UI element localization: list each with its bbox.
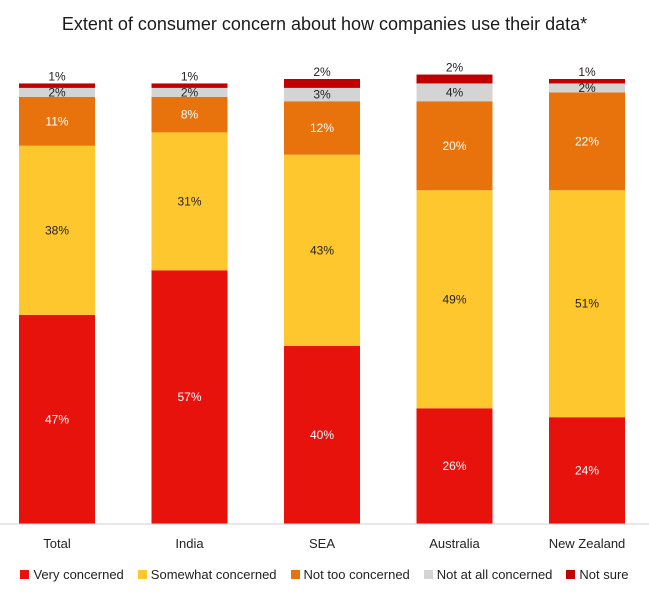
data-label-australia-not-sure: 2%	[446, 61, 464, 75]
legend-swatch-very-concerned	[20, 570, 30, 579]
bars-group	[19, 74, 625, 524]
data-label-total-not-sure: 1%	[48, 69, 66, 83]
legend-swatch-not-sure	[566, 570, 576, 579]
data-label-australia-not-at-all-concerned: 4%	[446, 85, 464, 99]
data-label-australia-not-too-concerned: 20%	[442, 139, 466, 153]
bar-segment-australia-very-concerned	[416, 408, 493, 524]
data-label-sea-not-at-all-concerned: 3%	[313, 88, 331, 102]
data-label-new-zealand-not-too-concerned: 22%	[575, 134, 599, 148]
bar-segment-india-not-sure	[151, 83, 228, 88]
legend-item-not-sure: Not sure	[566, 567, 629, 582]
bar-segment-new-zealand-not-too-concerned	[549, 92, 625, 191]
data-label-india-very-concerned: 57%	[177, 390, 201, 404]
bar-segment-australia-not-too-concerned	[416, 101, 493, 191]
legend-label-very-concerned: Very concerned	[33, 567, 124, 582]
legend-label-not-too-concerned: Not too concerned	[303, 567, 410, 582]
data-label-australia-very-concerned: 26%	[442, 459, 466, 473]
legend-label-not-at-all-concerned: Not at all concerned	[436, 567, 553, 582]
legend-item-not-too-concerned: Not too concerned	[290, 567, 410, 582]
data-label-india-not-too-concerned: 8%	[181, 108, 199, 122]
bar-segment-new-zealand-somewhat-concerned	[549, 190, 625, 418]
data-label-total-not-at-all-concerned: 2%	[48, 85, 66, 99]
legend-item-somewhat-concerned: Somewhat concerned	[137, 567, 277, 582]
legend-label-not-sure: Not sure	[579, 567, 629, 582]
data-label-total-not-too-concerned: 11%	[45, 114, 68, 128]
data-label-new-zealand-very-concerned: 24%	[575, 464, 599, 478]
data-label-sea-somewhat-concerned: 43%	[310, 243, 334, 257]
bar-segment-sea-not-at-all-concerned	[284, 87, 360, 102]
data-label-india-not-at-all-concerned: 2%	[181, 85, 199, 99]
bar-segment-new-zealand-very-concerned	[549, 417, 625, 524]
bar-segment-sea-somewhat-concerned	[284, 154, 360, 346]
legend-swatch-somewhat-concerned	[137, 570, 147, 579]
data-label-new-zealand-not-sure: 1%	[578, 65, 596, 79]
data-label-australia-somewhat-concerned: 49%	[442, 292, 466, 306]
category-label-total: Total	[43, 536, 71, 551]
data-labels-group: 47% 38% 11% 2% 1% 57% 31% 8% 2% 1% 40% 43% 12% 3% 2% 26…	[45, 61, 599, 478]
bar-segment-total-not-sure	[19, 83, 95, 88]
data-label-total-very-concerned: 47%	[45, 412, 69, 426]
data-label-sea-very-concerned: 40%	[310, 428, 334, 442]
legend-swatch-not-at-all-concerned	[423, 570, 433, 579]
bar-segment-total-very-concerned	[19, 314, 95, 524]
bar-segment-total-somewhat-concerned	[19, 145, 95, 315]
data-label-sea-not-too-concerned: 12%	[310, 121, 334, 135]
bar-segment-india-not-at-all-concerned	[151, 87, 228, 97]
bar-segment-total-not-at-all-concerned	[19, 87, 95, 97]
bar-segment-sea-not-too-concerned	[284, 101, 360, 155]
data-label-total-somewhat-concerned: 38%	[45, 223, 69, 237]
bar-segment-india-very-concerned	[151, 270, 228, 524]
data-label-new-zealand-somewhat-concerned: 51%	[575, 297, 599, 311]
category-label-sea: SEA	[309, 536, 335, 551]
legend-item-very-concerned: Very concerned	[20, 567, 124, 582]
bar-segment-australia-somewhat-concerned	[416, 190, 493, 409]
data-label-sea-not-sure: 2%	[313, 65, 331, 79]
bar-segment-australia-not-sure	[416, 74, 493, 84]
category-label-india: India	[175, 536, 204, 551]
legend-item-not-at-all-concerned: Not at all concerned	[423, 567, 553, 582]
bar-segment-australia-not-at-all-concerned	[416, 83, 493, 102]
category-labels-group: Total India SEA Australia New Zealand	[43, 536, 625, 551]
legend: Very concerned Somewhat concerned Not too …	[0, 567, 649, 582]
legend-label-somewhat-concerned: Somewhat concerned	[150, 567, 277, 582]
data-label-new-zealand-not-at-all-concerned: 2%	[578, 81, 596, 95]
category-label-australia: Australia	[429, 536, 480, 551]
data-label-india-somewhat-concerned: 31%	[177, 194, 201, 208]
bar-segment-sea-not-sure	[284, 79, 360, 88]
bar-segment-new-zealand-not-at-all-concerned	[549, 83, 625, 93]
legend-swatch-not-too-concerned	[290, 570, 300, 579]
bar-segment-india-not-too-concerned	[151, 96, 228, 133]
bar-segment-total-not-too-concerned	[19, 96, 95, 146]
bar-segment-sea-very-concerned	[284, 346, 360, 524]
category-label-new-zealand: New Zealand	[549, 536, 626, 551]
bar-segment-new-zealand-not-sure	[549, 79, 625, 84]
bar-segment-india-somewhat-concerned	[151, 132, 228, 271]
chart-title: Extent of consumer concern about how com…	[61, 14, 588, 34]
data-label-india-not-sure: 1%	[181, 69, 199, 83]
